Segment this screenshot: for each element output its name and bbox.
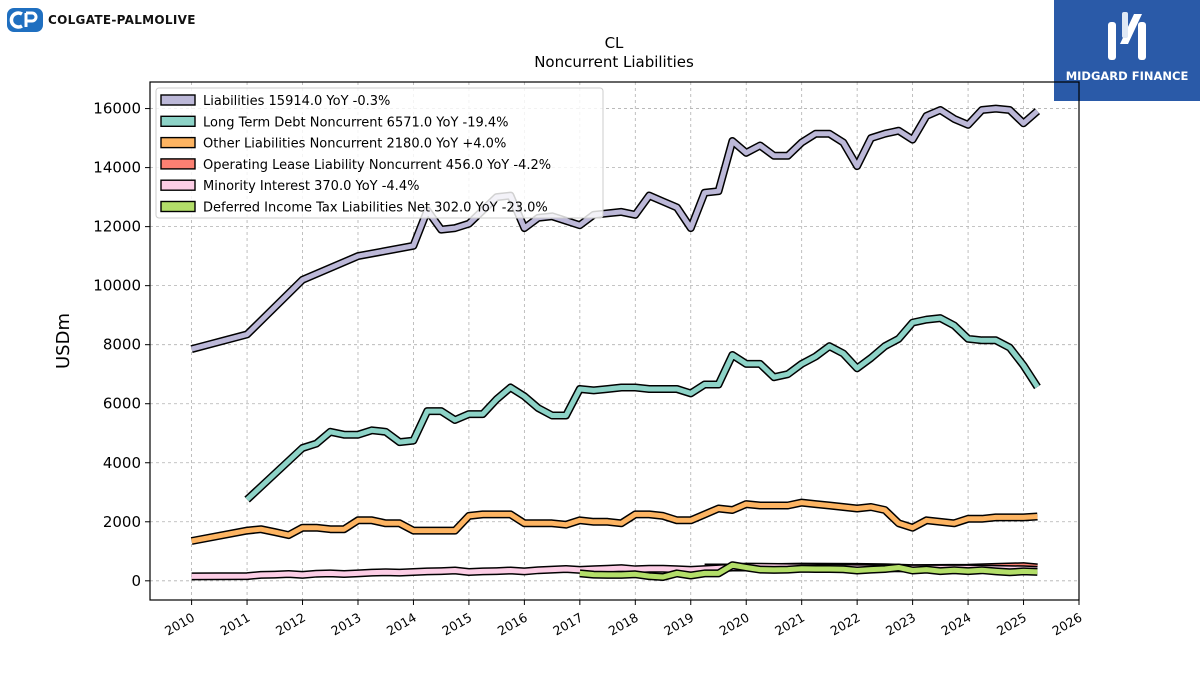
y-tick-label: 6000 <box>103 395 141 413</box>
series-line-deferred-income-tax-liabilities-net <box>579 562 1038 580</box>
legend-box <box>155 87 604 219</box>
colgate-logo-icon <box>7 8 43 32</box>
chart-title: CL <box>605 34 624 52</box>
y-tick-label: 8000 <box>103 336 141 354</box>
legend-entry: Minority Interest 370.0 YoY -4.4% <box>203 179 419 194</box>
company-logo-text: COLGATE-PALMOLIVE <box>48 13 196 27</box>
series-line-other-liabilities-noncurrent <box>191 500 1038 544</box>
midgard-logo-icon <box>1108 12 1146 60</box>
y-tick-label: 14000 <box>93 159 141 177</box>
brand-name: MIDGARD FINANCE <box>1065 69 1189 83</box>
chart-subtitle: Noncurrent Liabilities <box>534 53 694 71</box>
x-tick-label: 2020 <box>717 610 752 639</box>
legend-entry: Long Term Debt Noncurrent 6571.0 YoY -19… <box>203 115 509 130</box>
legend-swatch <box>160 179 196 191</box>
legend-entry: Deferred Income Tax Liabilities Net 302.… <box>203 201 548 216</box>
y-tick-label: 0 <box>131 572 141 590</box>
x-tick-label: 2014 <box>384 610 419 639</box>
x-tick-label: 2021 <box>772 610 807 639</box>
legend-entry: Operating Lease Liability Noncurrent 456… <box>203 158 551 173</box>
x-tick-label: 2019 <box>661 610 696 639</box>
series-line-liabilities <box>190 106 1040 352</box>
x-axis: 2010 2011 2012 2013 2014 2015 2016 2017 2018 2019… <box>162 600 1085 639</box>
x-tick-label: 2010 <box>162 610 197 639</box>
x-tick-label: 2023 <box>883 610 918 639</box>
x-tick-label: 2016 <box>495 610 530 639</box>
y-tick-label: 12000 <box>93 218 141 236</box>
y-tick-label: 16000 <box>93 100 141 118</box>
series-lines <box>190 104 1041 581</box>
series-outline-long-term-debt-noncurrent <box>244 314 1041 503</box>
x-tick-label: 2011 <box>218 610 253 639</box>
legend: Liabilities 15914.0 YoY -0.3% Long Term D… <box>155 87 604 219</box>
legend-entry: Liabilities 15914.0 YoY -0.3% <box>203 94 390 109</box>
y-axis-label: USDm <box>53 313 74 369</box>
legend-swatch <box>160 200 196 213</box>
x-tick-label: 2015 <box>439 610 474 639</box>
x-tick-label: 2022 <box>828 610 863 639</box>
legend-swatch <box>160 136 196 149</box>
x-tick-label: 2026 <box>1049 610 1084 639</box>
y-tick-label: 10000 <box>93 277 141 295</box>
legend-swatch <box>160 115 196 128</box>
legend-swatch <box>160 158 196 170</box>
legend-entry: Other Liabilities Noncurrent 2180.0 YoY … <box>203 137 506 152</box>
series-line-long-term-debt-noncurrent <box>245 315 1040 502</box>
x-tick-label: 2024 <box>939 610 974 639</box>
plot-frame <box>149 81 1080 601</box>
x-tick-label: 2018 <box>606 610 641 639</box>
x-tick-label: 2012 <box>273 610 308 639</box>
y-axis: 0 2000 4000 6000 8000 10000 12000 14000 16000 <box>93 100 150 590</box>
brand-logo: MIDGARD FINANCE <box>1054 0 1200 101</box>
y-tick-label: 4000 <box>103 454 141 472</box>
x-tick-label: 2013 <box>328 610 363 639</box>
x-tick-label: 2025 <box>994 610 1029 639</box>
legend-swatch <box>160 94 196 106</box>
y-tick-label: 2000 <box>103 513 141 531</box>
company-logo: COLGATE-PALMOLIVE <box>6 5 196 35</box>
x-tick-label: 2017 <box>550 610 585 639</box>
